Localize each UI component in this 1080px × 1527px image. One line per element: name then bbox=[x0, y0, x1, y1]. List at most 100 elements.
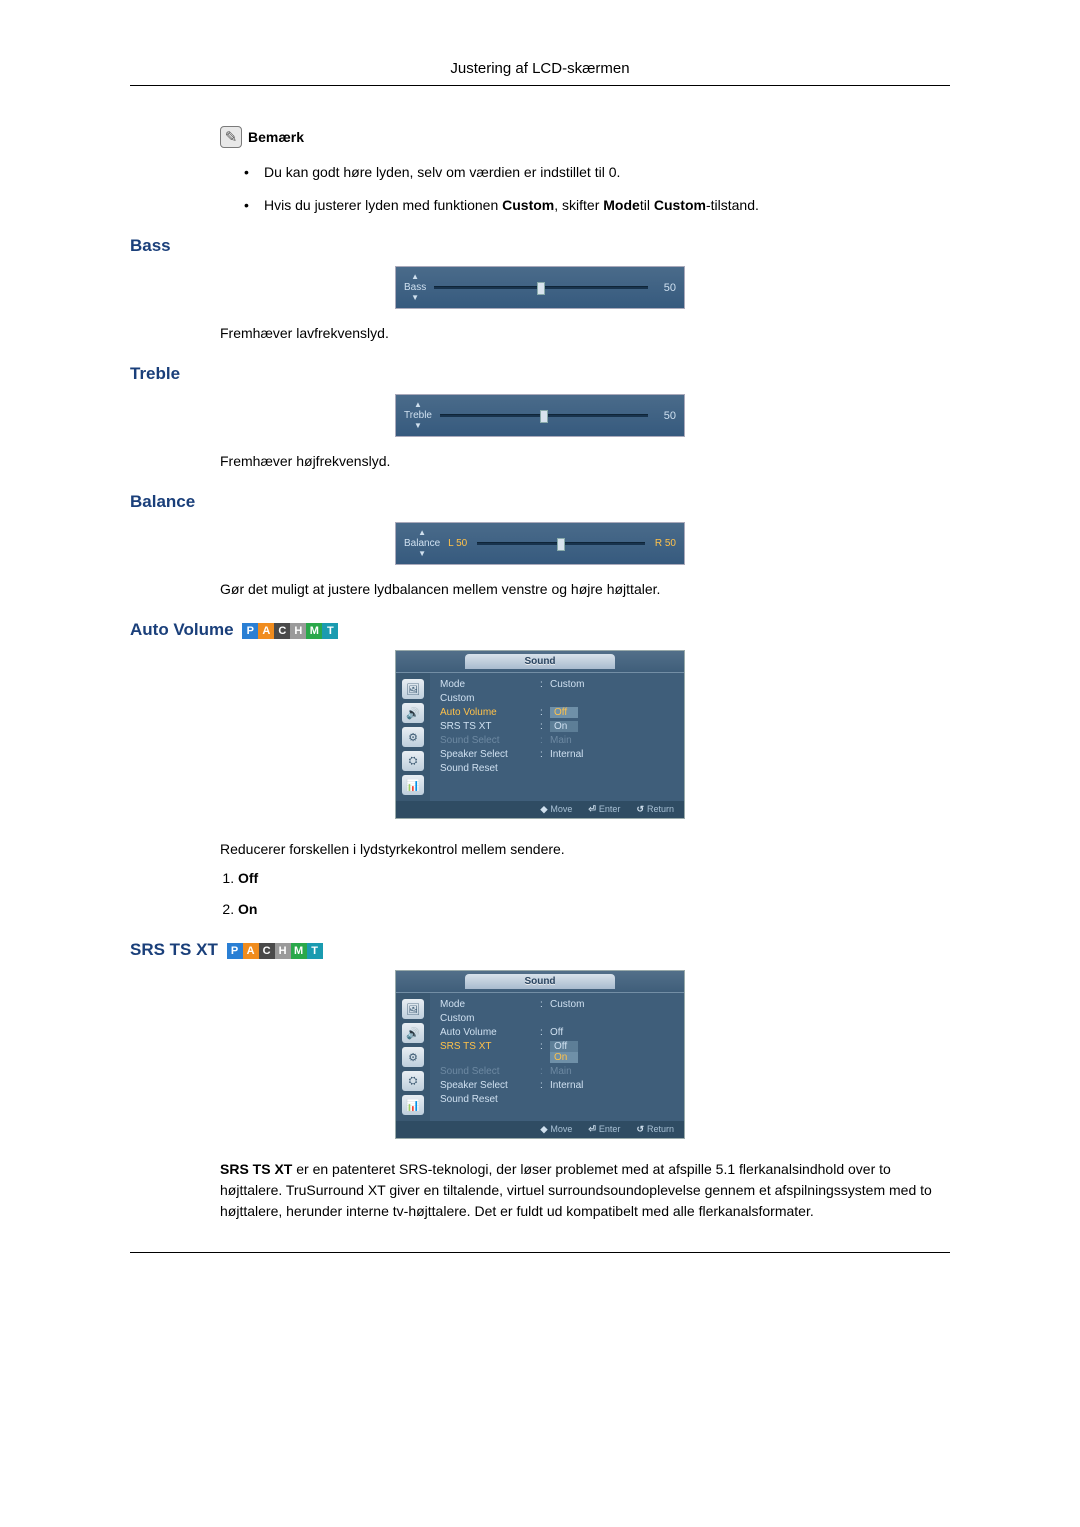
bass-slider-track[interactable] bbox=[434, 286, 648, 289]
osd-row-label: Mode bbox=[440, 999, 540, 1010]
autovol-desc-block: Reducerer forskellen i lydstyrkekontrol … bbox=[220, 839, 950, 920]
osd-row-label: Sound Select bbox=[440, 1066, 540, 1077]
osd-row[interactable]: SRS TS XT:On bbox=[440, 721, 678, 732]
osd-tab: Sound bbox=[465, 974, 615, 989]
page-header: Justering af LCD-skærmen bbox=[130, 60, 950, 86]
balance-left-label: L 50 bbox=[448, 538, 467, 549]
treble-slider-panel: ▲Treble▼ 50 bbox=[395, 394, 685, 437]
osd-row-value bbox=[550, 693, 678, 704]
osd-row-label: Sound Select bbox=[440, 735, 540, 746]
badge-a: A bbox=[243, 943, 259, 959]
section-srs-title: SRS TS XT PACHMT bbox=[130, 940, 950, 960]
bass-desc: Fremhæver lavfrekvenslyd. bbox=[220, 323, 950, 344]
osd-row-label: Speaker Select bbox=[440, 1080, 540, 1091]
osd-sidebar-icon[interactable]: 🔊 bbox=[402, 1023, 424, 1043]
osd-row[interactable]: Speaker Select:Internal bbox=[440, 749, 678, 760]
autovol-option: Off bbox=[238, 868, 950, 889]
treble-slider-thumb[interactable] bbox=[540, 410, 548, 423]
note-label: Bemærk bbox=[248, 129, 304, 145]
osd-row[interactable]: Sound Reset bbox=[440, 1094, 678, 1105]
osd-row[interactable]: Auto Volume:Off bbox=[440, 1027, 678, 1038]
bass-slider-thumb[interactable] bbox=[537, 282, 545, 295]
osd-row-value bbox=[550, 763, 678, 774]
osd-tab: Sound bbox=[465, 654, 615, 669]
note-item: Du kan godt høre lyden, selv om værdien … bbox=[244, 162, 950, 183]
osd-row-value: Custom bbox=[550, 999, 678, 1010]
osd-sidebar-icon[interactable]: 📊 bbox=[402, 1095, 424, 1115]
section-bass-title: Bass bbox=[130, 236, 950, 256]
osd-row[interactable]: Sound Select:Main bbox=[440, 1066, 678, 1077]
note-item: Hvis du justerer lyden med funktionen Cu… bbox=[244, 195, 950, 216]
badge-m: M bbox=[291, 943, 307, 959]
osd-sidebar-icon[interactable]: ⚙ bbox=[402, 727, 424, 747]
osd-sidebar-icon[interactable]: ⚙ bbox=[402, 1047, 424, 1067]
osd-row-value: On bbox=[550, 721, 678, 732]
osd-row[interactable]: Custom bbox=[440, 693, 678, 704]
srs-osd: Sound🖼🔊⚙⛭📊Mode:CustomCustomAuto Volume:O… bbox=[395, 970, 685, 1139]
balance-slider-track[interactable] bbox=[477, 542, 645, 545]
balance-slider-panel: ▲Balance▼ L 50 R 50 bbox=[395, 522, 685, 565]
note-icon: ✎ bbox=[220, 126, 242, 148]
osd-footer-hint: ⏎Enter bbox=[588, 1124, 620, 1135]
osd-sidebar-icon[interactable]: 🔊 bbox=[402, 703, 424, 723]
autovol-osd: Sound🖼🔊⚙⛭📊Mode:CustomCustomAuto Volume:O… bbox=[395, 650, 685, 819]
osd-row[interactable]: Auto Volume:Off bbox=[440, 707, 678, 718]
footer-rule bbox=[130, 1252, 950, 1253]
osd-row-value: Custom bbox=[550, 679, 678, 690]
badge-p: P bbox=[242, 623, 258, 639]
osd-row-value: Off bbox=[550, 1027, 678, 1038]
osd-row-label: Mode bbox=[440, 679, 540, 690]
srs-desc: SRS TS XT er en patenteret SRS-teknologi… bbox=[220, 1159, 950, 1222]
osd-row[interactable]: SRS TS XT:OffOn bbox=[440, 1041, 678, 1063]
autovol-title-text: Auto Volume bbox=[130, 620, 234, 639]
osd-row-label: Auto Volume bbox=[440, 707, 540, 718]
osd-row[interactable]: Custom bbox=[440, 1013, 678, 1024]
osd-row-label: SRS TS XT bbox=[440, 1041, 540, 1063]
osd-row-label: Sound Reset bbox=[440, 1094, 540, 1105]
osd-row-value bbox=[550, 1013, 678, 1024]
osd-row[interactable]: Mode:Custom bbox=[440, 679, 678, 690]
osd-row[interactable]: Mode:Custom bbox=[440, 999, 678, 1010]
section-autovol-title: Auto Volume PACHMT bbox=[130, 620, 950, 640]
osd-footer-hint: ⏎Enter bbox=[588, 804, 620, 815]
osd-row-value: OffOn bbox=[550, 1041, 678, 1063]
note-block: ✎ Bemærk Du kan godt høre lyden, selv om… bbox=[220, 126, 950, 216]
treble-slider-track[interactable] bbox=[440, 414, 648, 417]
badge-t: T bbox=[307, 943, 323, 959]
section-treble-title: Treble bbox=[130, 364, 950, 384]
badge-p: P bbox=[227, 943, 243, 959]
bass-slider-value: 50 bbox=[656, 282, 676, 294]
badge-c: C bbox=[259, 943, 275, 959]
osd-row-value: Off bbox=[550, 707, 678, 718]
osd-footer-hint: ↺Return bbox=[636, 1124, 674, 1135]
osd-sidebar-icon[interactable]: 🖼 bbox=[402, 999, 424, 1019]
osd-sidebar-icon[interactable]: ⛭ bbox=[402, 1071, 424, 1091]
osd-sidebar-icon[interactable]: ⛭ bbox=[402, 751, 424, 771]
osd-row-label: Custom bbox=[440, 693, 540, 704]
badge-c: C bbox=[274, 623, 290, 639]
bass-slider-panel: ▲Bass▼ 50 bbox=[395, 266, 685, 309]
balance-right-label: R 50 bbox=[655, 538, 676, 549]
osd-row-label: Custom bbox=[440, 1013, 540, 1024]
osd-row-value: Main bbox=[550, 1066, 678, 1077]
osd-sidebar-icon[interactable]: 🖼 bbox=[402, 679, 424, 699]
osd-footer-hint: ◆Move bbox=[540, 1124, 572, 1135]
osd-row[interactable]: Sound Reset bbox=[440, 763, 678, 774]
osd-row-label: Sound Reset bbox=[440, 763, 540, 774]
treble-slider-value: 50 bbox=[656, 410, 676, 422]
badge-m: M bbox=[306, 623, 322, 639]
osd-row-label: Speaker Select bbox=[440, 749, 540, 760]
balance-slider-label: Balance bbox=[404, 538, 440, 549]
osd-row[interactable]: Speaker Select:Internal bbox=[440, 1080, 678, 1091]
balance-desc: Gør det muligt at justere lydbalancen me… bbox=[220, 579, 950, 600]
osd-sidebar-icon[interactable]: 📊 bbox=[402, 775, 424, 795]
osd-footer: ◆Move ⏎Enter ↺Return bbox=[396, 1121, 684, 1138]
osd-row-value: Internal bbox=[550, 749, 678, 760]
badge-h: H bbox=[275, 943, 291, 959]
badge-h: H bbox=[290, 623, 306, 639]
osd-row[interactable]: Sound Select:Main bbox=[440, 735, 678, 746]
balance-slider-thumb[interactable] bbox=[557, 538, 565, 551]
osd-footer-hint: ◆Move bbox=[540, 804, 572, 815]
treble-desc: Fremhæver højfrekvenslyd. bbox=[220, 451, 950, 472]
osd-footer-hint: ↺Return bbox=[636, 804, 674, 815]
